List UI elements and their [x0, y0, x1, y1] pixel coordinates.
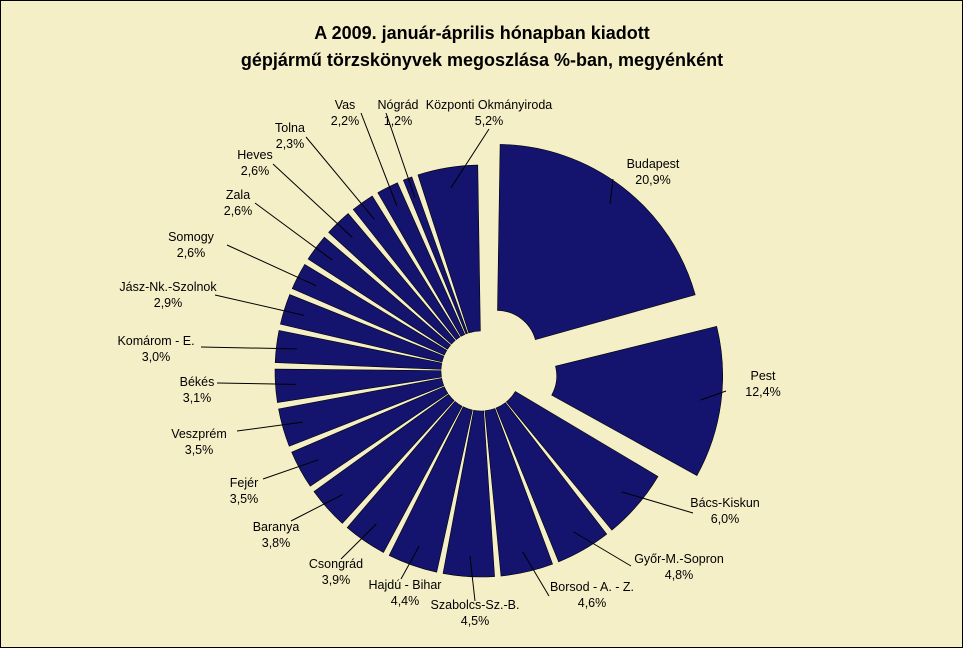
slice-value-label: 4,8% — [665, 568, 694, 582]
leader-line — [226, 244, 317, 287]
slice-value-label: 2,9% — [154, 296, 183, 310]
leader-line — [700, 390, 727, 401]
leader-line — [236, 421, 303, 432]
slice-label: Veszprém — [171, 427, 227, 441]
slice-label: Központi Okmányiroda — [426, 98, 553, 112]
slice-value-label: 1,2% — [384, 114, 413, 128]
pie-slice — [346, 400, 463, 553]
leader-line — [216, 382, 297, 385]
pie-slice — [291, 386, 449, 487]
leader-line — [385, 112, 416, 198]
leader-line — [609, 178, 614, 204]
pie-slice — [307, 236, 452, 350]
leader-line — [254, 202, 333, 261]
slice-value-label: 3,5% — [185, 443, 214, 457]
slice-label: Szabolcs-Sz.-B. — [431, 598, 520, 612]
pie-slice — [442, 409, 495, 578]
slice-value-label: 2,2% — [331, 114, 360, 128]
slice-value-label: 3,8% — [262, 536, 291, 550]
leader-line — [450, 128, 490, 189]
slice-value-label: 4,5% — [461, 614, 490, 628]
slice-value-label: 20,9% — [635, 173, 670, 187]
pie-slice — [402, 176, 468, 335]
slice-value-label: 4,6% — [578, 596, 607, 610]
leader-line — [214, 294, 305, 316]
slice-value-label: 4,4% — [391, 594, 420, 608]
slice-label: Csongrád — [309, 557, 363, 571]
pie-slice — [495, 402, 608, 563]
slice-label: Vas — [335, 98, 356, 112]
slice-value-label: 5,2% — [475, 114, 504, 128]
slice-value-label: 2,3% — [276, 137, 305, 151]
pie-slice — [551, 326, 723, 476]
slice-label: Fejér — [230, 476, 258, 490]
slice-value-label: 3,9% — [322, 573, 351, 587]
pie-slice — [505, 391, 659, 531]
slice-label: Pest — [750, 369, 776, 383]
slice-label: Jász-Nk.-Szolnok — [119, 280, 217, 294]
slice-label: Heves — [237, 148, 272, 162]
chart-subtitle: gépjármű törzskönyvek megoszlása %-ban, … — [241, 50, 723, 70]
slice-value-label: 3,0% — [142, 350, 171, 364]
slices-layer — [274, 144, 723, 578]
leader-line — [262, 459, 319, 480]
chart-title: A 2009. január-április hónapban kiadott — [314, 23, 649, 43]
leader-line — [469, 556, 476, 602]
leader-line — [621, 491, 694, 514]
slice-value-label: 2,6% — [177, 246, 206, 260]
pie-slice — [280, 294, 445, 363]
slice-value-label: 2,6% — [224, 204, 253, 218]
pie-slice — [278, 378, 445, 447]
slice-label: Baranya — [253, 520, 300, 534]
leader-line — [573, 531, 632, 567]
pie-slice — [313, 393, 455, 524]
slice-label: Borsod - A. - Z. — [550, 580, 634, 594]
slice-label: Tolna — [275, 121, 305, 135]
slice-label: Budapest — [627, 157, 680, 171]
leader-line — [340, 523, 377, 560]
pie-slice — [352, 195, 461, 341]
pie-slice — [377, 182, 466, 337]
leader-line — [305, 136, 375, 220]
labels-layer: Budapest 20,9% Pest 12,4% Bács-Kiskun 6,0% Győ… — [117, 98, 780, 628]
slice-value-label: 6,0% — [711, 512, 740, 526]
leader-line — [200, 346, 297, 350]
pie-slice — [291, 264, 448, 356]
leader-line — [272, 163, 353, 238]
pie-slice — [484, 408, 553, 577]
slice-label: Győr-M.-Sopron — [634, 552, 724, 566]
leader-line — [400, 545, 420, 580]
pie-slice — [274, 368, 442, 403]
pie-slice — [328, 213, 456, 345]
slice-value-label: 3,1% — [183, 391, 212, 405]
slice-value-label: 12,4% — [745, 385, 780, 399]
slice-value-label: 3,5% — [230, 492, 259, 506]
pie-slice — [497, 144, 696, 340]
leader-line — [360, 112, 398, 206]
slice-label: Komárom - E. — [117, 334, 194, 348]
leader-line — [290, 494, 343, 522]
pie-slice — [274, 330, 443, 370]
slice-label: Zala — [226, 188, 250, 202]
slice-label: Somogy — [168, 230, 215, 244]
pie-slice — [388, 406, 473, 573]
slice-label: Bács-Kiskun — [690, 496, 760, 510]
leader-line — [522, 551, 550, 597]
slice-label: Hajdú - Bihar — [369, 578, 442, 592]
pie-slice — [417, 164, 481, 334]
slice-label: Nógrád — [378, 98, 419, 112]
slice-label: Békés — [180, 375, 215, 389]
slice-value-label: 2,6% — [241, 164, 270, 178]
